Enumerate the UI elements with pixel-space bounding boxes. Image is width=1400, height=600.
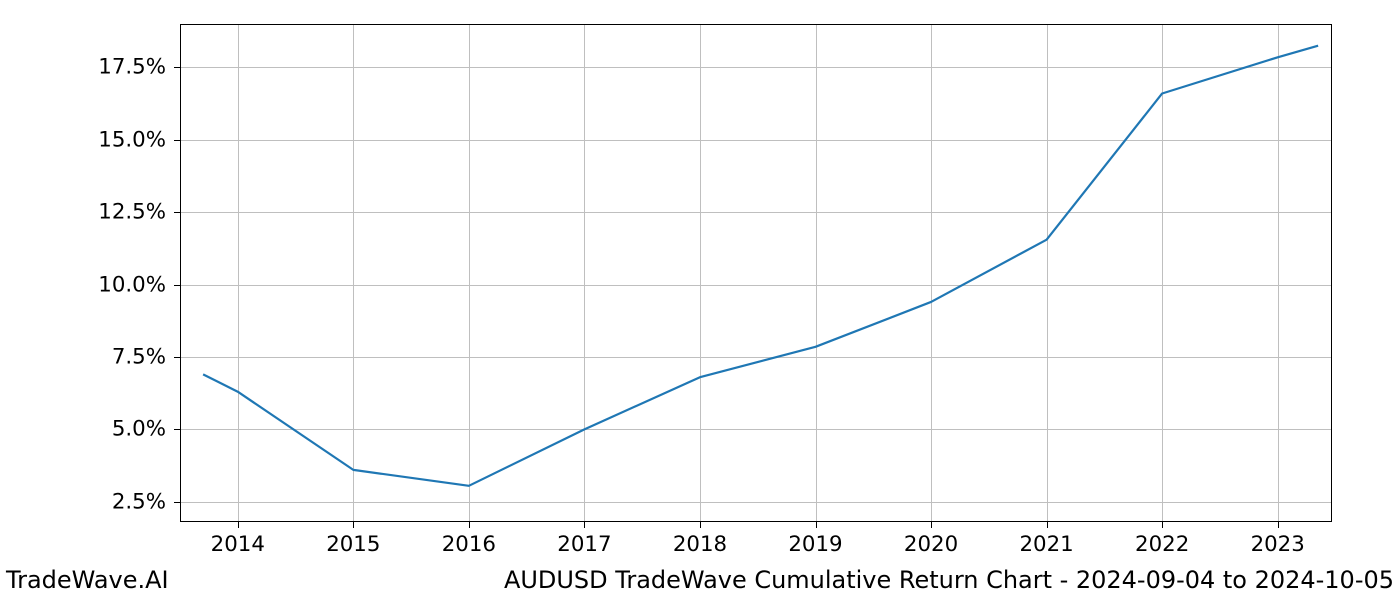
x-tick-mark (1047, 522, 1048, 528)
x-tick-mark (1278, 522, 1279, 528)
x-tick-label: 2014 (211, 532, 265, 557)
y-tick-label: 5.0% (30, 417, 166, 442)
x-tick-label: 2023 (1251, 532, 1305, 557)
watermark-left: TradeWave.AI (6, 566, 169, 594)
y-tick-label: 10.0% (30, 272, 166, 297)
x-tick-mark (1162, 522, 1163, 528)
y-tick-mark (174, 285, 180, 286)
y-tick-mark (174, 67, 180, 68)
x-tick-mark (700, 522, 701, 528)
x-tick-mark (238, 522, 239, 528)
y-tick-mark (174, 140, 180, 141)
x-tick-mark (469, 522, 470, 528)
x-tick-label: 2015 (326, 532, 380, 557)
y-tick-label: 15.0% (30, 127, 166, 152)
x-tick-mark (353, 522, 354, 528)
x-tick-mark (584, 522, 585, 528)
y-tick-label: 2.5% (30, 489, 166, 514)
x-tick-label: 2016 (442, 532, 496, 557)
line-series (180, 24, 1332, 522)
x-tick-label: 2017 (557, 532, 611, 557)
x-tick-mark (931, 522, 932, 528)
y-tick-mark (174, 212, 180, 213)
chart-container: 2014 2015 2016 2017 2018 2019 2020 2021 2022 2023… (0, 0, 1400, 600)
y-tick-mark (174, 429, 180, 430)
chart-caption: AUDUSD TradeWave Cumulative Return Chart… (504, 566, 1394, 594)
y-tick-label: 17.5% (30, 55, 166, 80)
y-tick-mark (174, 502, 180, 503)
x-tick-label: 2021 (1019, 532, 1073, 557)
x-tick-label: 2019 (788, 532, 842, 557)
x-tick-label: 2020 (904, 532, 958, 557)
x-tick-label: 2018 (673, 532, 727, 557)
y-tick-label: 7.5% (30, 344, 166, 369)
x-tick-label: 2022 (1135, 532, 1189, 557)
x-tick-mark (816, 522, 817, 528)
y-tick-label: 12.5% (30, 200, 166, 225)
plot-area: 2014201520162017201820192020202120222023… (180, 24, 1332, 522)
y-tick-mark (174, 357, 180, 358)
